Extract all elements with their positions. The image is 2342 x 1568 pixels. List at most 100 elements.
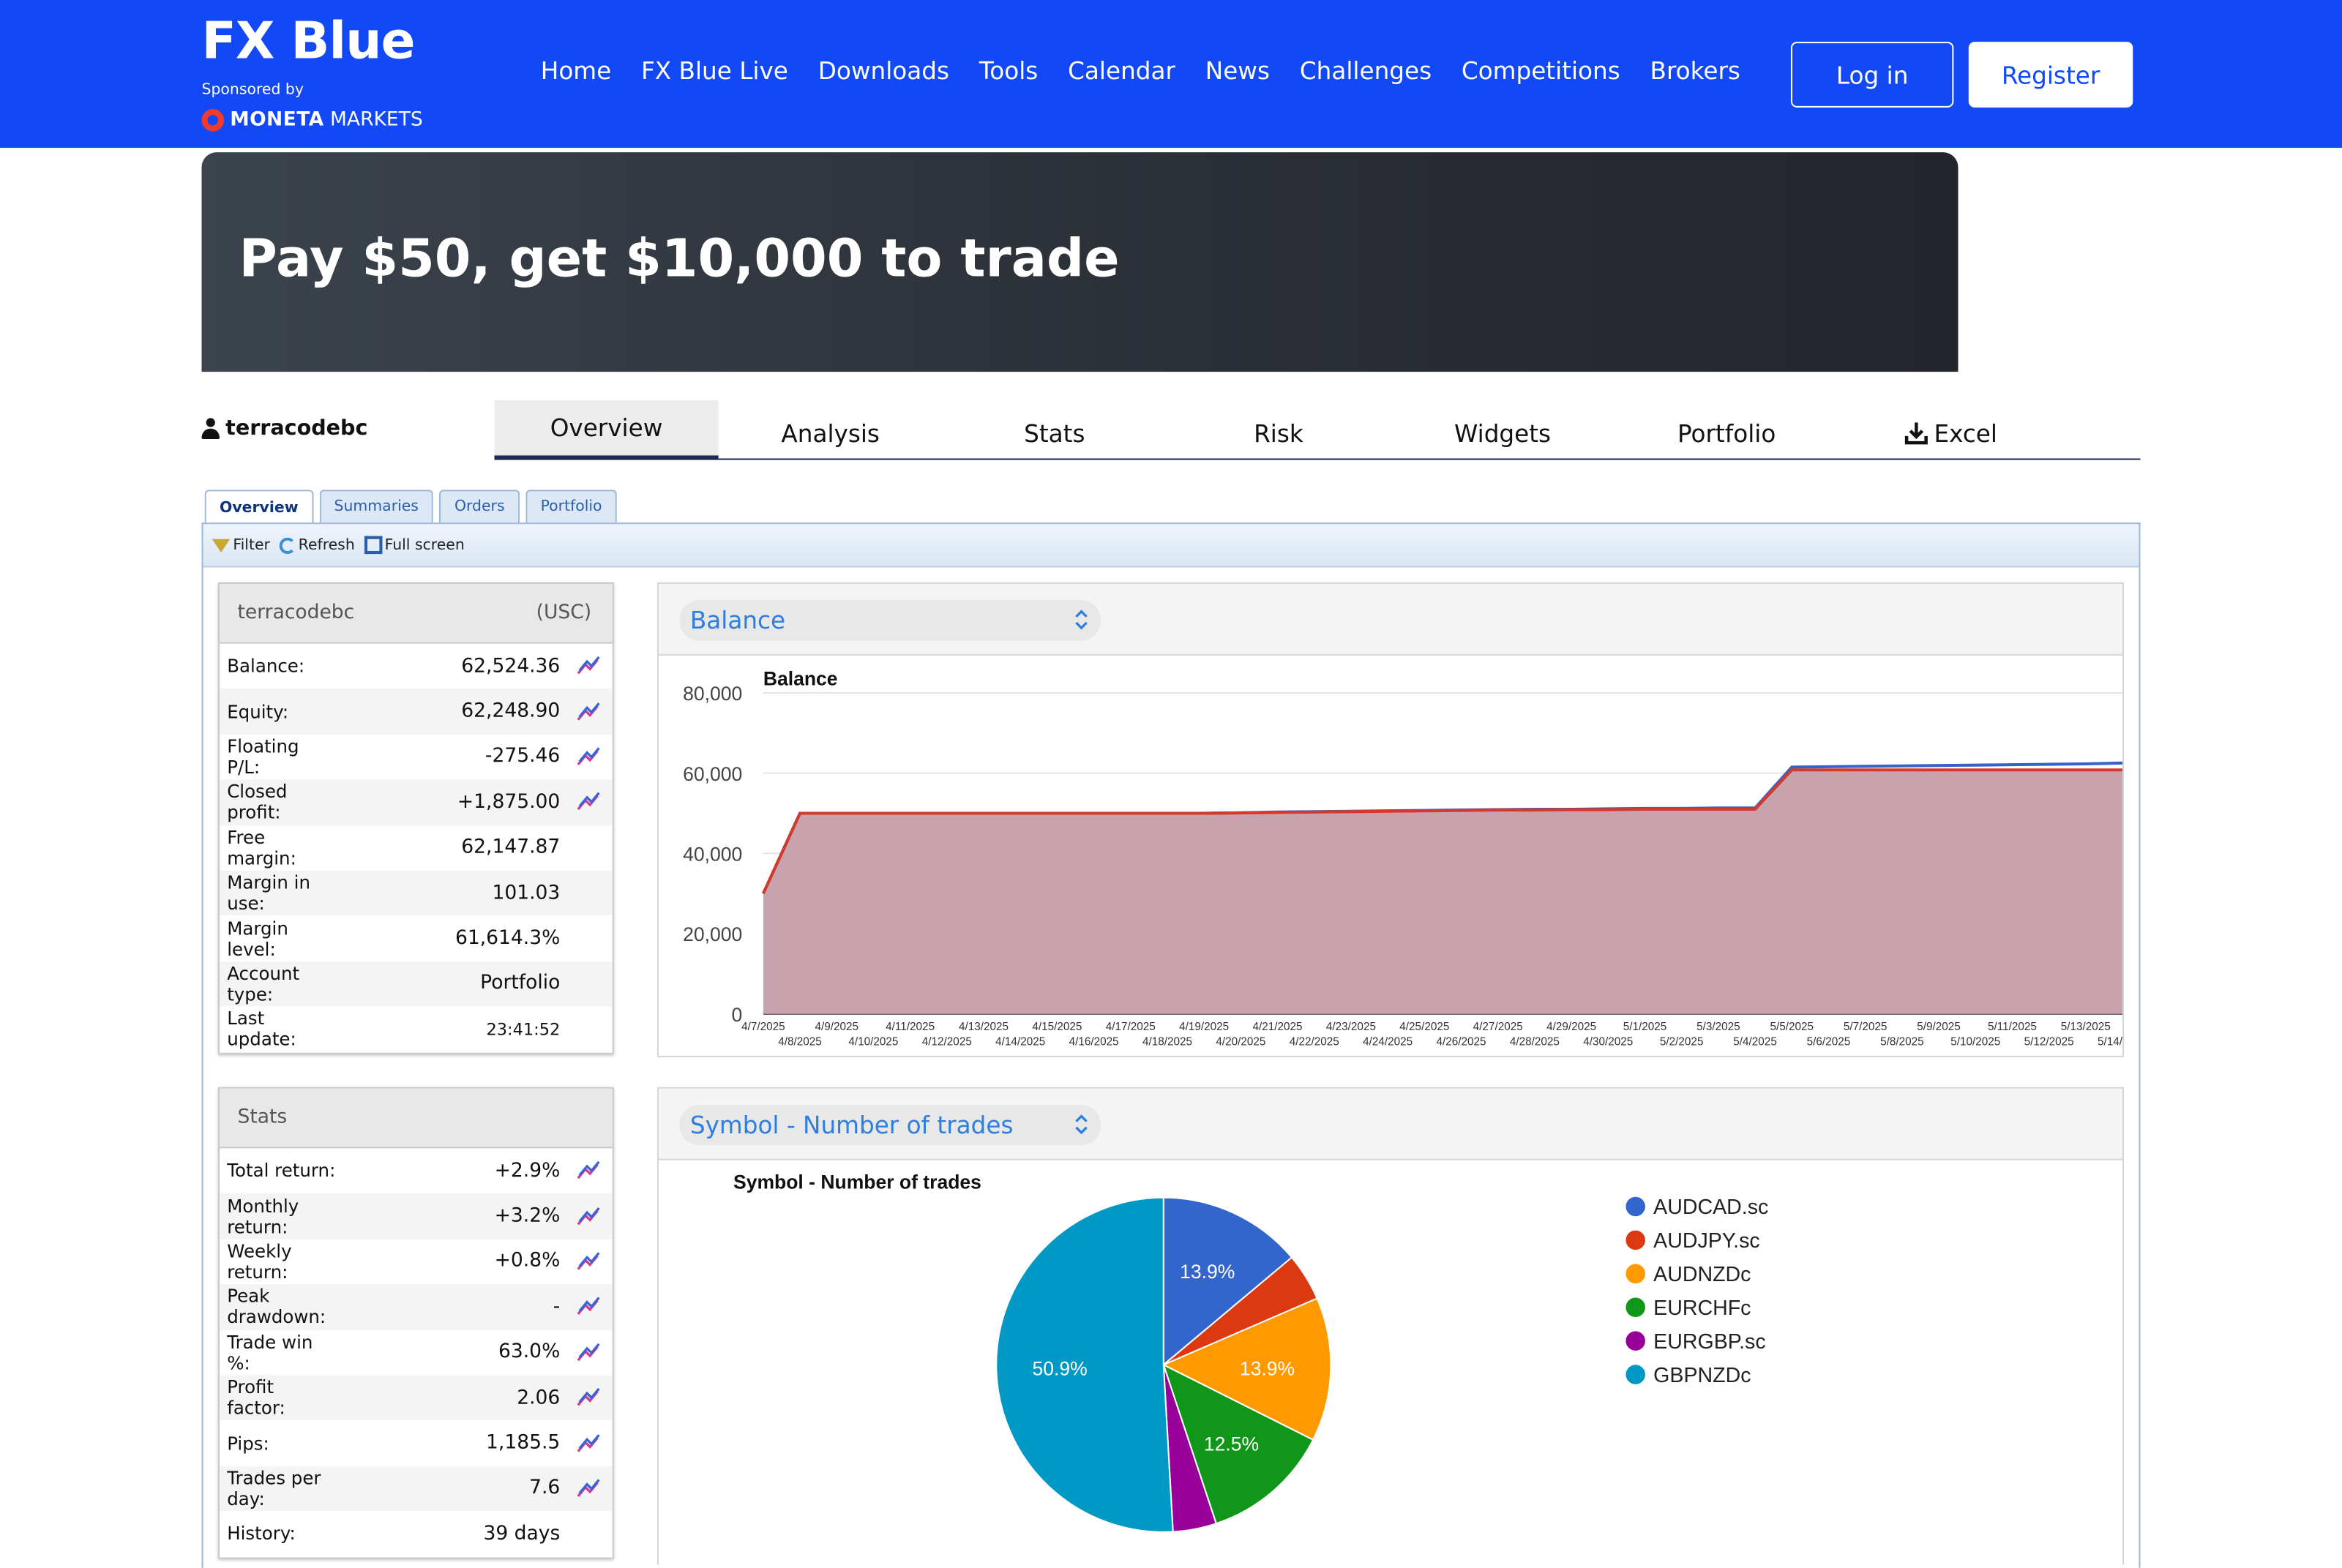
- x-tick-label: 5/8/2025: [1880, 1036, 1924, 1049]
- x-tick-label: 4/27/2025: [1473, 1021, 1523, 1033]
- subtab-summaries[interactable]: Summaries: [319, 489, 434, 523]
- filter-button[interactable]: Filter: [212, 537, 270, 553]
- trend-chart-icon[interactable]: [572, 1297, 605, 1318]
- trend-chart-icon[interactable]: [572, 656, 605, 677]
- fullscreen-label: Full screen: [384, 536, 465, 554]
- fullscreen-icon: [364, 536, 382, 555]
- sub-tabs: Overview Summaries Orders Portfolio: [204, 489, 617, 525]
- subtab-orders[interactable]: Orders: [439, 489, 520, 523]
- subtab-portfolio[interactable]: Portfolio: [525, 489, 617, 523]
- account-stat-label: Margin in use:: [227, 872, 310, 915]
- x-tick-label: 4/11/2025: [886, 1021, 935, 1033]
- nav-tools[interactable]: Tools: [979, 56, 1039, 86]
- username-text: terracodebc: [225, 416, 368, 441]
- register-button[interactable]: Register: [1968, 42, 2133, 108]
- symbol-chart-select-value: Symbol - Number of trades: [689, 1111, 1014, 1140]
- x-tick-label: 5/9/2025: [1917, 1021, 1961, 1033]
- x-tick-label: 4/29/2025: [1546, 1021, 1596, 1033]
- pie-slice[interactable]: [1161, 1297, 1332, 1441]
- fullscreen-button[interactable]: Full screen: [364, 536, 465, 555]
- pie-slice[interactable]: [995, 1196, 1174, 1533]
- stats-stat-row: Total return: +2.9%: [220, 1148, 613, 1193]
- trend-chart-icon[interactable]: [572, 1160, 605, 1182]
- x-tick-label: 5/13/2025: [2061, 1021, 2111, 1033]
- nav-challenges[interactable]: Challenges: [1299, 56, 1432, 86]
- panel-toolbar: Filter Refresh Full screen: [203, 524, 2139, 568]
- account-stat-row: Account type: Portfolio: [220, 961, 613, 1007]
- stats-stat-value: 2.06: [517, 1387, 561, 1409]
- subtab-overview[interactable]: Overview: [204, 489, 313, 525]
- x-tick-label: 4/9/2025: [815, 1021, 858, 1033]
- trend-chart-icon[interactable]: [572, 1206, 605, 1227]
- trend-chart-icon[interactable]: [572, 1251, 605, 1272]
- chart-type-select[interactable]: Balance: [679, 600, 1101, 641]
- stats-stat-value: 1,185.5: [486, 1432, 561, 1455]
- legend-label[interactable]: AUDCAD.sc: [1653, 1196, 1768, 1219]
- tab-risk[interactable]: Risk: [1254, 419, 1303, 448]
- tab-excel-label: Excel: [1934, 419, 1997, 448]
- y-tick-label: 80,000: [683, 683, 742, 705]
- nav-fx-blue-live[interactable]: FX Blue Live: [641, 56, 788, 86]
- promo-banner[interactable]: Pay $50, get $10,000 to trade: [201, 152, 1958, 372]
- pie-slice[interactable]: [1162, 1196, 1293, 1367]
- stats-stat-label: Trade win %:: [227, 1331, 313, 1374]
- x-tick-label: 5/7/2025: [1844, 1021, 1888, 1033]
- trend-chart-icon: [572, 928, 605, 949]
- trend-chart-icon[interactable]: [572, 1342, 605, 1363]
- nav-brokers[interactable]: Brokers: [1650, 56, 1740, 86]
- trend-chart-icon[interactable]: [572, 746, 605, 768]
- pie-slice[interactable]: [1162, 1363, 1314, 1525]
- legend-label[interactable]: EURCHFc: [1653, 1297, 1751, 1320]
- account-stat-label: Account type:: [227, 963, 300, 1005]
- tab-analysis[interactable]: Analysis: [781, 419, 880, 448]
- balance-line: [762, 768, 2122, 895]
- refresh-label: Refresh: [298, 536, 355, 554]
- account-stat-label: Balance:: [227, 656, 305, 677]
- nav-home[interactable]: Home: [540, 56, 612, 86]
- legend-label[interactable]: EURGBP.sc: [1653, 1330, 1765, 1354]
- login-button[interactable]: Log in: [1790, 42, 1954, 108]
- x-tick-label: 5/2/2025: [1660, 1036, 1704, 1049]
- trend-chart-icon[interactable]: [572, 1387, 605, 1408]
- account-stat-row: Equity: 62,248.90: [220, 689, 613, 735]
- refresh-button[interactable]: Refresh: [279, 536, 355, 554]
- trend-chart-icon[interactable]: [572, 701, 605, 722]
- legend-label[interactable]: GBPNZDc: [1653, 1364, 1751, 1387]
- trend-chart-icon: [572, 882, 605, 904]
- nav-calendar[interactable]: Calendar: [1068, 56, 1175, 86]
- symbol-chart-select[interactable]: Symbol - Number of trades: [679, 1105, 1101, 1146]
- account-stat-value: 23:41:52: [486, 1019, 561, 1040]
- tab-stats[interactable]: Stats: [1024, 419, 1085, 448]
- tab-portfolio[interactable]: Portfolio: [1677, 419, 1776, 448]
- stats-stat-row: Peak drawdown: -: [220, 1284, 613, 1330]
- site-logo[interactable]: FX Blue: [201, 12, 416, 72]
- main-nav: Home FX Blue Live Downloads Tools Calend…: [541, 57, 1740, 86]
- legend-label[interactable]: AUDJPY.sc: [1653, 1229, 1760, 1253]
- account-stat-value: 62,248.90: [461, 700, 561, 723]
- balance-area: [763, 770, 2122, 1014]
- sponsor-logo[interactable]: MONETA MARKETS: [201, 108, 423, 132]
- trend-chart-icon[interactable]: [572, 792, 605, 813]
- nav-news[interactable]: News: [1205, 56, 1271, 86]
- x-tick-label: 4/26/2025: [1436, 1036, 1486, 1049]
- trend-chart-icon[interactable]: [572, 1478, 605, 1499]
- legend-marker: [1625, 1331, 1645, 1351]
- account-username: terracodebc: [201, 416, 368, 441]
- x-tick-label: 4/15/2025: [1032, 1021, 1082, 1033]
- tab-excel[interactable]: Excel: [1838, 400, 2062, 460]
- account-stat-value: 62,524.36: [461, 655, 561, 678]
- account-stat-label: Floating P/L:: [227, 736, 299, 779]
- nav-downloads[interactable]: Downloads: [818, 56, 950, 86]
- nav-competitions[interactable]: Competitions: [1461, 56, 1620, 86]
- legend-marker: [1625, 1264, 1645, 1284]
- trend-chart-icon[interactable]: [572, 1433, 605, 1454]
- chevron-updown-icon: [1075, 1114, 1088, 1135]
- legend-marker: [1625, 1196, 1645, 1217]
- tab-overview[interactable]: Overview: [494, 399, 719, 460]
- balance-chart-title: Balance: [763, 668, 838, 690]
- pie-chart-title: Symbol - Number of trades: [733, 1171, 981, 1193]
- stats-stat-value: 63.0%: [498, 1341, 561, 1364]
- legend-label[interactable]: AUDNZDc: [1653, 1263, 1751, 1286]
- account-summary-box: terracodebc (USC) Balance: 62,524.36 Equit…: [217, 582, 614, 1054]
- tab-widgets[interactable]: Widgets: [1454, 419, 1552, 448]
